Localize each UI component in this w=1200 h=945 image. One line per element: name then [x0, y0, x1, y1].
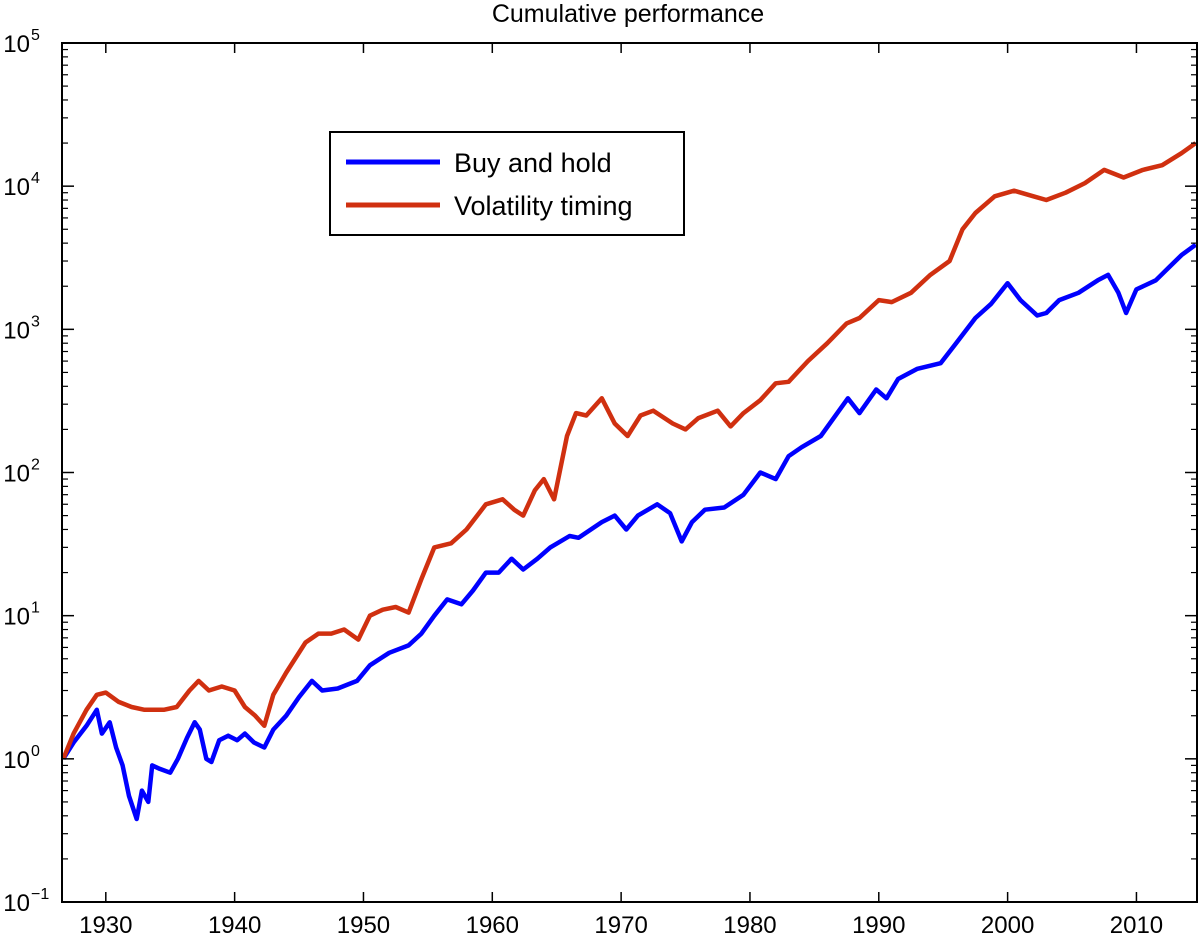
- legend: Buy and hold Volatility timing: [329, 131, 685, 236]
- y-tick-label-exponent: 5: [31, 27, 40, 44]
- x-tick-label: 1940: [208, 912, 261, 939]
- y-tick-label-exponent: 2: [31, 457, 40, 474]
- y-tick-label: 10: [3, 174, 30, 201]
- y-tick-label-exponent: 1: [31, 600, 40, 617]
- legend-label-volatility-timing: Volatility timing: [454, 191, 633, 221]
- y-tick-label: 10: [3, 461, 30, 488]
- y-tick-label: 10: [3, 604, 30, 631]
- y-tick-label: 10: [3, 317, 30, 344]
- y-tick-label-exponent: 3: [31, 313, 40, 330]
- y-tick-label-exponent: 4: [31, 170, 40, 187]
- y-tick-label-exponent: 0: [31, 743, 40, 760]
- x-tick-label: 2000: [981, 912, 1034, 939]
- x-tick-label: 1960: [466, 912, 519, 939]
- x-tick-label: 1970: [594, 912, 647, 939]
- y-tick-label-exponent: −1: [31, 886, 49, 903]
- y-tick-label: 10: [3, 747, 30, 774]
- y-tick-label: 10: [3, 890, 30, 917]
- series-line-buy-and-hold: [61, 242, 1198, 822]
- series-line-volatility-timing: [61, 141, 1198, 760]
- x-tick-label: 2010: [1110, 912, 1163, 939]
- chart-title: Cumulative performance: [492, 0, 764, 28]
- x-tick-label: 1990: [852, 912, 905, 939]
- x-tick-label: 1980: [723, 912, 776, 939]
- y-tick-label: 10: [3, 31, 30, 58]
- legend-frame: [329, 131, 685, 236]
- x-tick-label: 1930: [79, 912, 132, 939]
- legend-label-buy-and-hold: Buy and hold: [454, 148, 612, 178]
- x-tick-label: 1950: [337, 912, 390, 939]
